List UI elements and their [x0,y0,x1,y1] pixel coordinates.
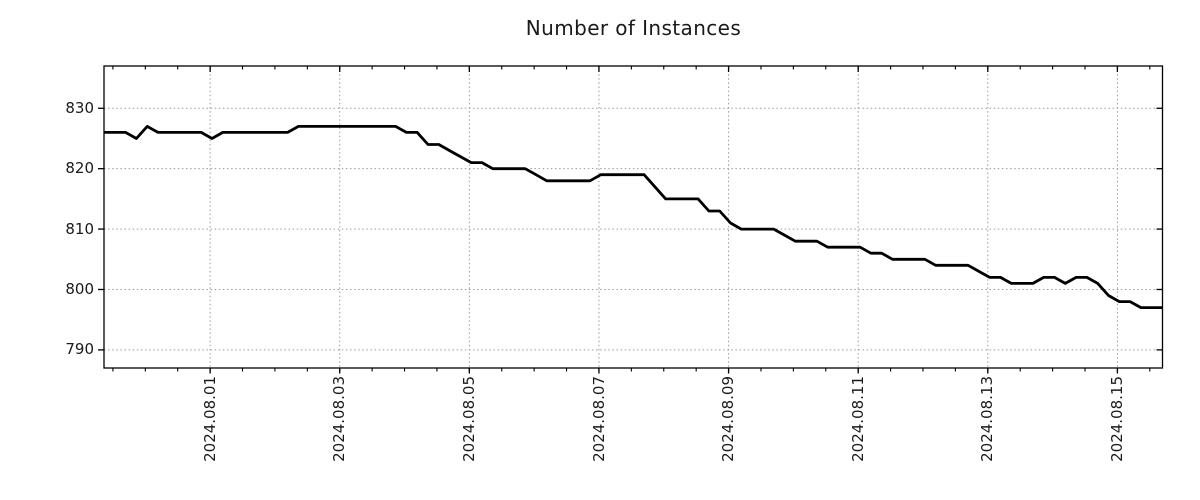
y-tick-label: 790 [65,340,94,359]
y-tick-label: 800 [65,280,94,298]
x-tick-label: 2024.08.05 [459,376,478,462]
data-line [104,125,1163,310]
x-tick-label: 2024.08.09 [719,376,738,462]
x-tick-label: 2024.08.03 [330,376,349,462]
x-tick-label: 2024.08.13 [978,376,997,462]
y-tick-label: 810 [65,219,94,238]
x-tick-label: 2024.08.01 [200,376,219,462]
plot-border [103,65,1164,369]
chart-title: Number of Instances [525,16,742,40]
y-tick-label: 830 [65,98,94,117]
x-tick-label: 2024.08.15 [1107,376,1126,462]
y-tick-label: 820 [65,159,94,178]
x-tick-label: 2024.08.11 [848,376,867,462]
x-tick-label: 2024.08.07 [589,376,608,462]
